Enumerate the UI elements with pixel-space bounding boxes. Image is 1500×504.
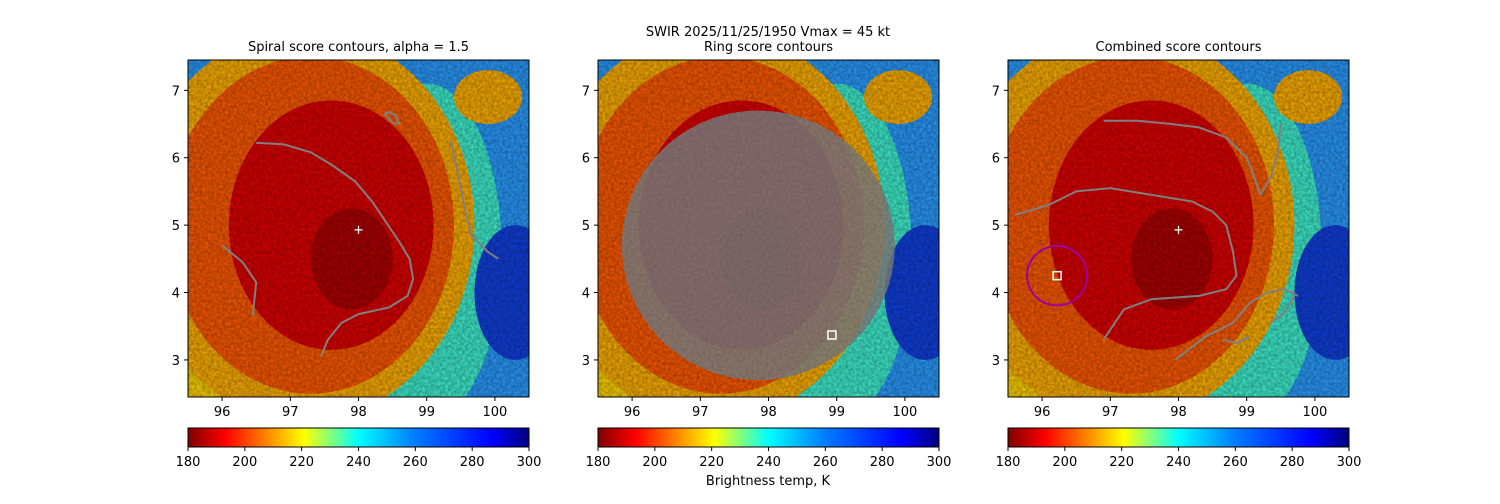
colorbar-tick-label: 260 (403, 455, 428, 470)
contour-3 (1174, 288, 1299, 361)
center-plus-marker (354, 225, 363, 234)
y-tick-label: 3 (992, 354, 1000, 369)
colorbar-tick-label: 280 (1280, 455, 1305, 470)
colorbar-tick-label: 180 (176, 455, 201, 470)
x-tick-label: 100 (1302, 405, 1327, 420)
colorbar-tick-label: 180 (996, 455, 1021, 470)
colorbar-3: 180 200 220 240 260 280 300 (996, 427, 1362, 470)
contour-4 (383, 110, 401, 125)
contour-2 (1014, 187, 1238, 341)
x-tick-label: 98 (1170, 405, 1187, 420)
x-tick-label: 96 (624, 405, 641, 420)
x-tick-label: 100 (482, 405, 507, 420)
x-tick-label: 99 (1238, 405, 1255, 420)
y-tick-label: 3 (582, 354, 590, 369)
y-tick-label: 6 (582, 152, 590, 167)
figure-suptitle: SWIR 2025/11/25/1950 Vmax = 45 kt (646, 25, 890, 40)
colorbar-tick-label: 200 (642, 455, 667, 470)
brightness-temp-field (188, 60, 529, 397)
ring-score-texture (621, 110, 895, 381)
square-marker (1052, 270, 1062, 281)
colorbar-tick-label: 200 (1052, 455, 1077, 470)
y-tick-label: 5 (172, 219, 180, 234)
x-tick-label: 99 (418, 405, 435, 420)
panel-2: Ring score contours 96 97 98 99 100 3 4 5 6 7 180 20… (582, 40, 952, 470)
colorbar-tick-label: 300 (927, 455, 952, 470)
square-marker (827, 330, 837, 340)
y-tick-label: 6 (992, 152, 1000, 167)
colorbar-tick-label: 260 (1223, 455, 1248, 470)
y-tick-label: 7 (172, 84, 180, 99)
y-tick-label: 4 (582, 287, 590, 302)
x-tick-label: 98 (760, 405, 777, 420)
colorbar-tick-label: 280 (870, 455, 895, 470)
colorbar-gradient (187, 427, 530, 448)
colorbar-tick-label: 180 (586, 455, 611, 470)
contour-1 (1103, 119, 1282, 196)
panel-1: Spiral score contours, alpha = 1.5 96 97 98… (172, 40, 542, 470)
colorbar-tick-label: 220 (289, 455, 314, 470)
center-plus-marker (1174, 225, 1183, 234)
colorbar-tick-label: 260 (813, 455, 838, 470)
y-tick-label: 7 (992, 84, 1000, 99)
contour-4 (1222, 335, 1251, 345)
colorbar-label: Brightness temp, K (706, 474, 831, 489)
colorbar-tick-label: 300 (1337, 455, 1362, 470)
panel-3: Combined score contours 96 97 98 99 100 3 4 5 6 7 1… (992, 40, 1362, 470)
colorbar-1: 180 200 220 240 260 280 300 (176, 427, 542, 470)
panel-title: Combined score contours (1096, 40, 1262, 55)
x-tick-label: 97 (692, 405, 709, 420)
y-tick-label: 7 (582, 84, 590, 99)
x-tick-label: 96 (214, 405, 231, 420)
y-tick-label: 5 (582, 219, 590, 234)
brightness-temp-field (598, 60, 939, 397)
panel-title: Spiral score contours, alpha = 1.5 (248, 40, 469, 55)
colorbar-gradient (597, 427, 940, 448)
colorbar-tick-label: 220 (1109, 455, 1134, 470)
colorbar-tick-label: 240 (1166, 455, 1191, 470)
colorbar-tick-label: 300 (517, 455, 542, 470)
x-tick-label: 98 (350, 405, 367, 420)
x-tick-label: 97 (1102, 405, 1119, 420)
contour-1 (256, 141, 415, 357)
contour-5 (1270, 295, 1296, 324)
y-tick-label: 4 (172, 287, 180, 302)
x-tick-label: 100 (892, 405, 917, 420)
colorbar-2: 180 200 220 240 260 280 300 (586, 427, 952, 470)
center-circle (1026, 245, 1089, 307)
colorbar-gradient (1007, 427, 1350, 448)
colorbar-tick-label: 220 (699, 455, 724, 470)
x-tick-label: 97 (282, 405, 299, 420)
y-tick-label: 3 (172, 354, 180, 369)
colorbar-tick-label: 240 (756, 455, 781, 470)
brightness-temp-field (1008, 60, 1349, 397)
x-tick-label: 96 (1034, 405, 1051, 420)
y-tick-label: 5 (992, 219, 1000, 234)
y-tick-label: 4 (992, 287, 1000, 302)
x-tick-label: 99 (828, 405, 845, 420)
colorbar-tick-label: 200 (232, 455, 257, 470)
contour-2 (221, 244, 258, 317)
contour-3 (449, 140, 499, 260)
colorbar-tick-label: 240 (346, 455, 371, 470)
y-tick-label: 6 (172, 152, 180, 167)
colorbar-tick-label: 280 (460, 455, 485, 470)
panel-title: Ring score contours (704, 40, 833, 55)
